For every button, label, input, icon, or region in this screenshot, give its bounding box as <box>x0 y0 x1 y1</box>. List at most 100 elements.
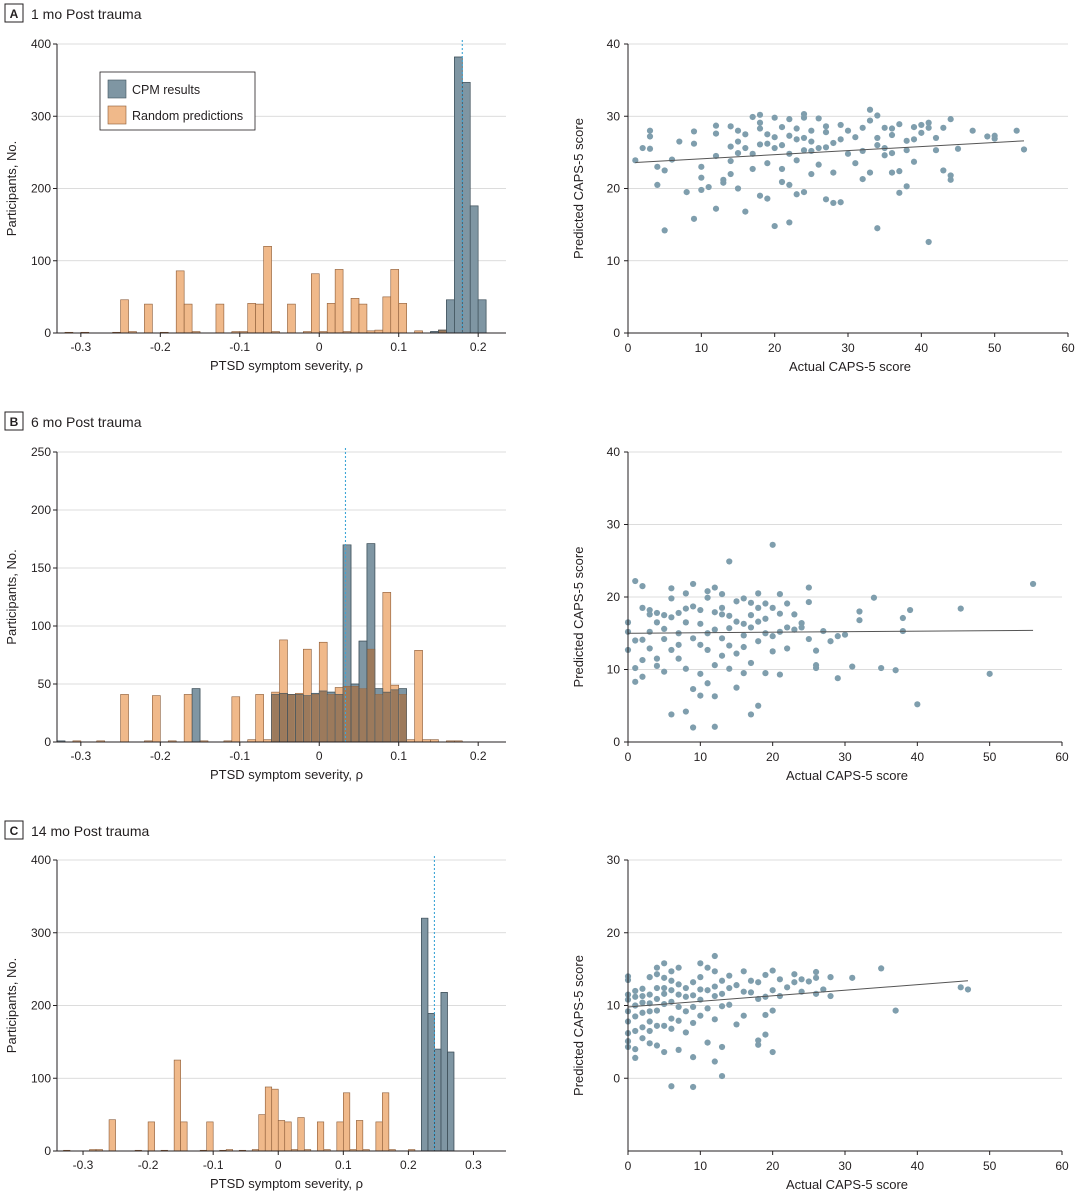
scatter-point <box>769 987 776 994</box>
scatter-point <box>866 169 874 176</box>
scatter-point <box>940 124 947 131</box>
scatter-x-tick-label: 60 <box>1061 341 1075 355</box>
histogram-x-axis-label: PTSD symptom severity, ρ <box>210 767 363 782</box>
fit-line <box>627 629 1034 634</box>
scatter-point <box>740 643 747 651</box>
scatter-point <box>749 165 756 173</box>
scatter-y-axis-label: Predicted CAPS-5 score <box>571 547 586 688</box>
scatter-point <box>697 620 704 627</box>
random-bar <box>358 303 368 334</box>
scatter-point <box>830 169 837 176</box>
scatter-point <box>718 1003 726 1010</box>
scatter-point <box>762 630 769 637</box>
scatter-point <box>969 127 976 134</box>
scatter-point <box>639 144 646 152</box>
scatter-point <box>697 974 704 981</box>
scatter-point <box>727 170 734 178</box>
scatter-point <box>698 186 705 194</box>
scatter-point <box>675 981 682 988</box>
scatter-point <box>822 144 830 151</box>
random-bar <box>183 694 193 743</box>
cpm-bar <box>191 688 201 743</box>
scatter-point <box>740 595 747 602</box>
scatter-point <box>815 161 822 168</box>
scatter-y-tick-label: 20 <box>607 182 621 196</box>
scatter-x-tick-label: 60 <box>1055 1159 1069 1173</box>
scatter-point <box>653 609 661 617</box>
scatter-point <box>682 1008 689 1015</box>
scatter-point <box>888 125 896 132</box>
scatter-point <box>1020 146 1028 153</box>
histogram-x-tick-label: -0.1 <box>203 1158 224 1172</box>
scatter-point <box>837 199 844 206</box>
scatter-x-tick-label: 50 <box>983 750 997 764</box>
cpm-bar <box>461 81 471 334</box>
scatter-point <box>675 609 682 617</box>
scatter-point <box>704 1039 711 1046</box>
scatter-point <box>784 600 791 607</box>
scatter-point <box>661 612 668 619</box>
scatter-point <box>675 991 682 998</box>
scatter-point <box>704 646 711 654</box>
histogram-x-tick-label: 0.1 <box>335 1158 352 1172</box>
cpm-bar <box>421 917 429 1152</box>
scatter-point <box>756 141 764 148</box>
scatter-point <box>762 615 769 622</box>
scatter-point <box>957 984 964 991</box>
overlap-bar <box>351 686 359 742</box>
scatter-point <box>834 675 841 682</box>
scatter-point <box>844 127 852 134</box>
scatter-point <box>697 606 704 614</box>
histogram-y-tick-label: 150 <box>31 561 51 575</box>
cpm-bar <box>427 1013 435 1152</box>
histogram-y-tick-label: 200 <box>31 999 51 1013</box>
scatter-y-tick-label: 10 <box>607 254 621 268</box>
scatter-point <box>639 1035 646 1042</box>
scatter-point <box>793 191 800 198</box>
scatter-point <box>682 605 689 612</box>
overlap-bar <box>375 694 383 742</box>
scatter-point <box>653 995 661 1003</box>
scatter-point <box>866 117 874 124</box>
histogram-x-tick-label: 0.2 <box>470 749 487 763</box>
scatter-point <box>654 163 661 170</box>
scatter-point <box>888 169 896 176</box>
scatter-point <box>756 192 764 199</box>
scatter-point <box>984 133 991 140</box>
scatter-point <box>805 584 812 591</box>
random-bar <box>255 303 264 334</box>
overlap-bar <box>343 686 351 742</box>
scatter-point <box>815 144 822 152</box>
scatter-point <box>639 1009 646 1016</box>
histogram-x-tick-label: -0.1 <box>229 749 250 763</box>
scatter-point <box>726 984 733 992</box>
scatter-point <box>661 990 668 997</box>
scatter-point <box>776 591 784 598</box>
scatter-point <box>896 121 903 128</box>
scatter-point <box>827 638 834 645</box>
histogram-x-tick-label: 0.1 <box>390 749 407 763</box>
scatter-point <box>668 595 675 602</box>
scatter-point <box>776 992 784 1000</box>
scatter-point <box>892 1007 899 1014</box>
histogram: 0 100 200 300 400 -0.3 -0.2 -0.1 0 0.1 0.2 0.3 PTSD … <box>4 853 506 1191</box>
scatter-x-tick-label: 50 <box>983 1159 997 1173</box>
scatter-y-tick-label: 0 <box>613 326 620 340</box>
scatter-point <box>874 225 881 232</box>
scatter-point <box>711 983 718 990</box>
scatter-point <box>762 971 769 979</box>
scatter-point <box>711 609 718 616</box>
scatter-x-tick-label: 10 <box>695 341 709 355</box>
scatter-point <box>856 617 863 624</box>
scatter-point <box>784 624 791 631</box>
scatter-point <box>718 604 726 611</box>
scatter-point <box>639 583 646 590</box>
scatter-point <box>726 665 733 672</box>
legend-label-random: Random predictions <box>132 109 243 123</box>
scatter-point <box>820 986 827 993</box>
histogram-x-tick-label: -0.3 <box>70 749 91 763</box>
scatter-point <box>771 222 778 230</box>
histogram-x-tick-label: -0.1 <box>229 340 250 354</box>
scatter-point <box>704 1005 711 1012</box>
scatter-point <box>653 1022 661 1029</box>
